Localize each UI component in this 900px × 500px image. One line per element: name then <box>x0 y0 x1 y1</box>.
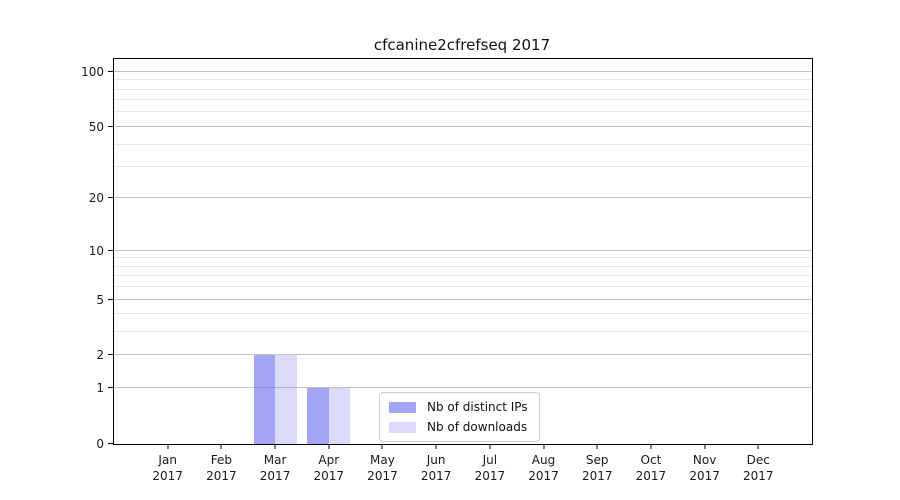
y-axis-tick-label: 10 <box>88 243 104 258</box>
x-axis-tick <box>650 444 652 449</box>
x-tick-year: 2017 <box>689 469 720 484</box>
x-tick-year: 2017 <box>635 469 667 484</box>
legend-label-distinct-ips: Nb of distinct IPs <box>427 400 528 414</box>
major-gridline <box>114 249 812 251</box>
x-axis-tick <box>596 444 598 449</box>
x-axis-tick <box>328 444 330 449</box>
minor-gridline <box>114 313 812 315</box>
x-axis-tick <box>167 444 169 449</box>
bar-downloads <box>328 388 351 444</box>
minor-gridline <box>114 257 812 259</box>
x-tick-year: 2017 <box>581 469 613 484</box>
x-tick-month: Apr <box>318 453 340 467</box>
x-tick-year: 2017 <box>367 469 398 484</box>
y-axis-tick <box>108 197 114 199</box>
major-gridline <box>114 354 812 356</box>
x-tick-month: Feb <box>210 453 232 467</box>
minor-gridline <box>114 275 812 277</box>
minor-gridline <box>114 166 812 168</box>
x-axis-tick-label: Feb 2017 <box>206 452 237 484</box>
y-axis-tick <box>108 443 114 444</box>
x-axis-tick <box>543 444 545 449</box>
major-gridline <box>114 197 812 199</box>
y-axis-tick-label: 1 <box>96 381 104 396</box>
x-tick-month: Nov <box>692 453 717 467</box>
x-tick-year: 2017 <box>743 469 774 484</box>
x-axis-tick <box>274 444 276 449</box>
minor-gridline <box>114 143 812 145</box>
minor-gridline <box>114 331 812 333</box>
x-tick-year: 2017 <box>259 469 291 484</box>
y-axis-tick <box>108 125 114 127</box>
y-axis-tick <box>108 298 114 300</box>
minor-gridline <box>114 79 812 81</box>
y-axis-tick <box>108 354 114 356</box>
x-axis-tick-label: Oct 2017 <box>636 452 667 484</box>
y-axis-tick <box>108 387 114 389</box>
minor-gridline <box>114 111 812 113</box>
x-tick-month: Jun <box>426 453 446 467</box>
x-axis-tick <box>220 444 222 449</box>
x-axis-tick-label: May 2017 <box>367 452 398 484</box>
x-axis-tick-label: Jan 2017 <box>152 452 183 484</box>
x-axis-tick-label: Jul 2017 <box>475 452 506 484</box>
major-gridline <box>114 298 812 300</box>
minor-gridline <box>114 88 812 90</box>
x-tick-year: 2017 <box>206 469 237 484</box>
x-tick-year: 2017 <box>528 469 559 484</box>
bar-distinct-ips <box>307 388 329 444</box>
y-axis-tick-label: 20 <box>88 191 104 206</box>
x-axis-tick-label: Aug 2017 <box>528 452 559 484</box>
x-axis-tick-label: Nov 2017 <box>689 452 720 484</box>
x-tick-month: Mar <box>263 453 287 467</box>
chart-title: cfcanine2cfrefseq 2017 <box>373 36 551 54</box>
x-axis-tick-label: Sep 2017 <box>582 452 613 484</box>
plot-area: Nb of distinct IPs Nb of downloads 0 1 2 5 1… <box>81 58 813 483</box>
x-axis-tick <box>704 444 706 449</box>
x-tick-month: Jan <box>158 453 177 467</box>
x-tick-month: May <box>370 453 395 467</box>
y-axis-tick-label: 0 <box>96 437 104 451</box>
x-tick-month: Aug <box>531 453 556 467</box>
chart-legend: Nb of distinct IPs Nb of downloads <box>379 392 540 442</box>
legend-item-downloads: Nb of downloads <box>389 420 528 434</box>
legend-item-distinct-ips: Nb of distinct IPs <box>389 400 528 414</box>
x-axis-tick <box>757 444 759 449</box>
x-axis-tick <box>489 444 491 449</box>
x-tick-year: 2017 <box>420 469 452 484</box>
y-axis-tick <box>108 249 114 251</box>
legend-label-downloads: Nb of downloads <box>427 420 528 434</box>
bar-distinct-ips <box>253 355 276 444</box>
bar-downloads <box>275 355 297 444</box>
x-axis-tick <box>435 444 437 449</box>
minor-gridline <box>114 99 812 101</box>
x-tick-year: 2017 <box>313 469 345 484</box>
legend-swatch-distinct-ips <box>389 401 416 413</box>
y-axis-tick <box>108 70 114 72</box>
x-axis-tick-label: Jun 2017 <box>421 452 452 484</box>
y-axis-tick-label: 50 <box>88 119 104 134</box>
major-gridline <box>114 387 812 389</box>
major-gridline <box>114 70 812 72</box>
y-axis-tick-label: 100 <box>81 64 104 79</box>
x-axis-tick <box>381 444 383 449</box>
y-axis-tick-label: 5 <box>96 292 104 307</box>
x-tick-month: Jul <box>482 453 498 467</box>
x-tick-month: Oct <box>640 453 662 467</box>
minor-gridline <box>114 286 812 288</box>
major-gridline <box>114 125 812 127</box>
x-axis-tick-label: Dec 2017 <box>743 452 774 484</box>
x-tick-year: 2017 <box>152 469 183 484</box>
x-axis-tick-label: Apr 2017 <box>313 452 344 484</box>
x-tick-month: Dec <box>746 453 770 467</box>
x-tick-year: 2017 <box>474 469 506 484</box>
minor-gridline <box>114 265 812 267</box>
x-axis-tick-label: Mar 2017 <box>260 452 291 484</box>
x-tick-month: Sep <box>585 453 609 467</box>
y-axis-tick-label: 2 <box>96 348 104 363</box>
legend-swatch-downloads <box>389 421 416 433</box>
